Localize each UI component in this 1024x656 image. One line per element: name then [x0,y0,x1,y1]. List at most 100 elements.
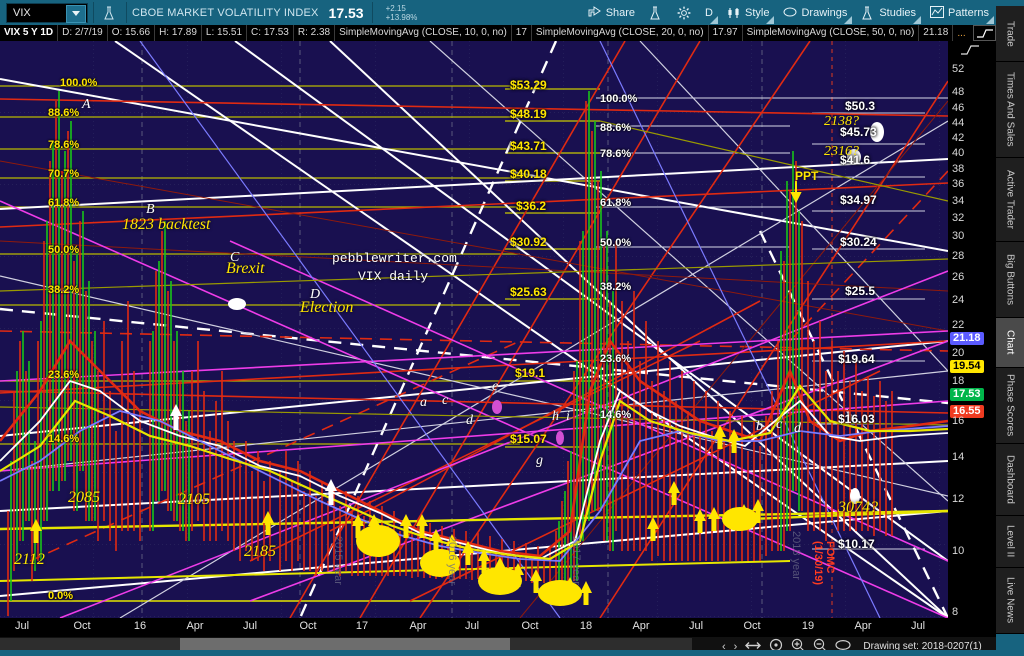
price-tick: 36 [952,178,965,190]
sidebar-item-live-news[interactable]: Live News [996,568,1024,634]
price-chart[interactable]: 2015 year 2016 year 2017 year 2018 year … [0,41,948,618]
price-axis[interactable]: 52 48 46 44 42 40 38 36 34 32 30 28 26 2… [948,41,996,618]
corner-caret-icon [913,16,922,24]
share-label: Share [605,6,636,19]
study-sma20-label[interactable]: SimpleMovingAvg (CLOSE, 20, 0, no) [532,25,709,41]
signal-arrows [30,425,764,606]
last-price: 17.53 [328,4,364,21]
date-tick: 18 [579,620,593,632]
nav-prev-button[interactable]: ‹ [722,640,726,653]
divider [93,2,94,23]
overlay-yellow-line [0,384,948,561]
fomc-annotation: FOMC (1/30/19) [812,541,836,586]
gear-icon [677,6,691,20]
sidebar-item-dashboard[interactable]: Dashboard [996,444,1024,516]
trendline-icon[interactable] [972,25,996,41]
drawings-button[interactable]: Drawings [776,0,854,25]
study-sma10-label[interactable]: SimpleMovingAvg (CLOSE, 10, 0, no) [335,25,512,41]
study-sma50-value: 21.18 [919,25,954,41]
flask-icon[interactable] [99,0,121,25]
flask-icon [861,6,875,20]
chart-title: VIX 5 Y 1D [0,25,59,41]
ohlc-high-key: H: [159,27,170,38]
pattern-icon [930,5,945,20]
date-axis[interactable]: Jul Oct 16 Apr Jul Oct 17 Apr Jul Oct 18… [0,618,996,637]
studies-label: Studies [879,6,917,19]
share-button[interactable]: Share [581,0,642,25]
symbol-input[interactable]: VIX [6,2,88,23]
ohlc-date-key: D: [62,27,73,38]
chart-info-strip: VIX 5 Y 1D D: 2/7/19 O: 15.66 H: 17.89 L… [0,25,996,41]
flask-icon [649,6,663,20]
spx-label-2138: 2138? [824,114,859,129]
year-watermark-2018: 2018 year [790,531,802,580]
studies-button[interactable]: Studies [854,0,923,25]
ohlc-open-key: O: [111,27,123,38]
date-tick: Oct [73,620,91,632]
change-percent: +13.98% [385,12,418,22]
price-tick: 46 [952,102,965,114]
divider [371,2,373,23]
sidebar-item-times-and-sales[interactable]: Times And Sales [996,62,1024,158]
ohlc-close-value: 17.53 [263,27,289,38]
date-tick: Oct [299,620,317,632]
price-badge-sma50: 21.18 [950,332,984,345]
price-tick: 44 [952,117,965,129]
price-badge-last: 17.53 [950,388,984,401]
timeframe-label: D [705,6,713,19]
sidebar-item-big-buttons[interactable]: Big Buttons [996,242,1024,318]
sidebar-item-phase-scores[interactable]: Phase Scores [996,368,1024,444]
sidebar-item-chart[interactable]: Chart [996,318,1024,368]
tab-label: Trade [1004,20,1016,47]
tab-label: Big Buttons [1004,253,1016,306]
sidebar-item-active-trader[interactable]: Active Trader [996,158,1024,242]
ohlc-range-key: R: [297,27,308,38]
settings-button[interactable] [670,0,698,25]
sidebar-item-level-ii[interactable]: Level II [996,516,1024,568]
window-bottom-bar [0,650,1024,656]
price-badge-red: 16.55 [950,405,984,418]
nav-next-button[interactable]: › [733,640,738,653]
ohlc-date-value: 2/7/19 [74,27,103,38]
horizontal-scrollbar-thumb[interactable] [180,638,510,652]
chart-canvas [0,41,948,618]
price-tick: 10 [952,545,965,557]
ohlc-low-value: 15.51 [217,27,243,38]
study-sma10-value: 17 [512,25,532,41]
price-tick: 26 [952,271,965,283]
timeframe-button[interactable]: D [698,0,720,25]
date-tick: Apr [854,620,872,632]
flask-glyph [103,6,117,20]
patterns-button[interactable]: Patterns [923,0,996,25]
ellipse-icon[interactable] [835,639,851,654]
chevron-down-icon[interactable] [66,4,86,23]
study-sma50-label[interactable]: SimpleMovingAvg (CLOSE, 50, 0, no) [743,25,920,41]
trendline-icon[interactable] [960,43,980,61]
price-change: +2.15 +13.98% [386,4,418,22]
year-watermark-2015: 2015 year [332,536,344,585]
date-tick: Oct [743,620,761,632]
annotation-election: Election [300,299,354,316]
price-tick: 20 [952,347,965,359]
sma-50-line [0,410,948,562]
price-tick: 18 [952,375,965,387]
study-sma20-value: 17.97 [709,25,743,41]
style-button[interactable]: Style [720,0,776,25]
ellipse-icon [783,6,797,20]
sidebar-item-trade[interactable]: Trade [996,6,1024,62]
date-tick: Apr [632,620,650,632]
drawing-set-label[interactable]: Drawing set: 2018-0207(1) [863,641,982,652]
pan-icon[interactable] [745,640,762,654]
date-tick: Jul [14,620,30,632]
spx-label-2105: 2105 [178,491,210,508]
date-tick: Jul [242,620,258,632]
more-studies-button[interactable]: ... [957,27,966,39]
tab-label: Level II [1004,525,1016,558]
ohlc-low: L: 15.51 [202,25,248,41]
studies-flask-button[interactable] [642,0,670,25]
corner-caret-icon [710,16,718,24]
right-tab-rail: Trade Times And Sales Active Trader Big … [996,0,1024,656]
ellipse-markers [228,122,884,504]
ohlc-close-key: C: [251,27,262,38]
ohlc-date: D: 2/7/19 [58,25,108,41]
